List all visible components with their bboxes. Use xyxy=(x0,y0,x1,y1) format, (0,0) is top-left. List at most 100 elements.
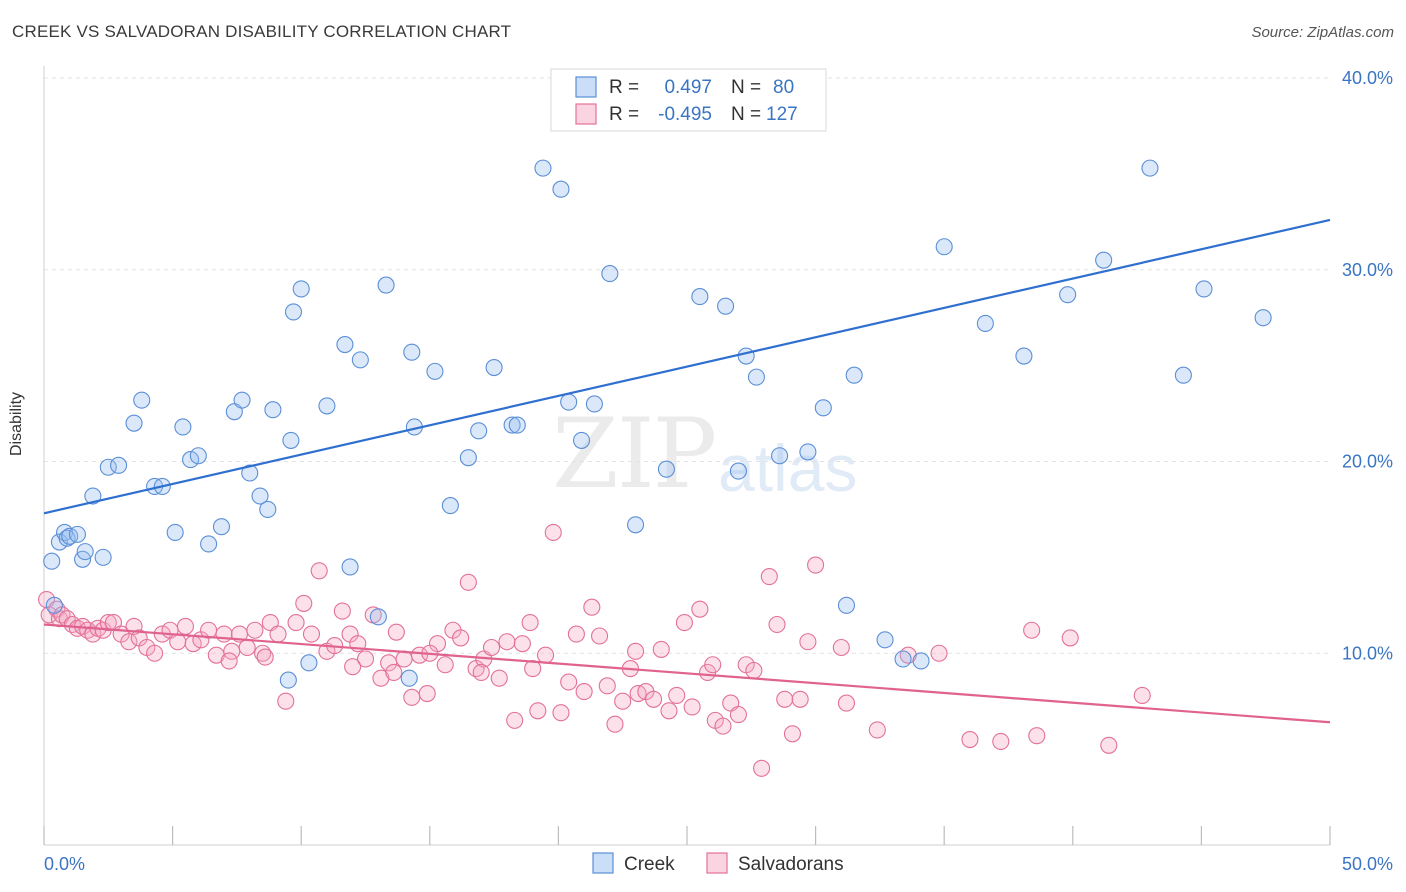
creek-point-59 xyxy=(799,443,817,461)
salvadoran-point-38 xyxy=(287,614,305,632)
salvadoran-point-114 xyxy=(1061,629,1079,647)
creek-point-30 xyxy=(284,303,303,321)
salvadoran-r-value: -0.495 xyxy=(658,104,712,125)
creek-point-34 xyxy=(351,351,369,369)
creek-point-57 xyxy=(747,368,765,386)
creek-point-52 xyxy=(657,460,675,478)
salvadoran-point-59 xyxy=(452,629,470,647)
creek-r-label: R = xyxy=(609,77,639,98)
creek-point-53 xyxy=(691,288,709,306)
creek-point-13 xyxy=(133,391,151,409)
trend-lines xyxy=(43,218,1331,724)
salvadoran-trend-line xyxy=(43,623,1331,724)
salvadoran-point-74 xyxy=(567,625,585,643)
salvadoran-point-41 xyxy=(310,562,328,580)
salvadoran-point-117 xyxy=(220,652,238,670)
salvadoran-point-90 xyxy=(691,600,709,618)
source-label: Source: ZipAtlas.com xyxy=(1251,24,1394,41)
creek-point-61 xyxy=(837,596,856,614)
creek-point-51 xyxy=(627,516,645,534)
creek-point-64 xyxy=(894,650,912,668)
creek-point-22 xyxy=(212,518,231,536)
salvadoran-point-116 xyxy=(1133,686,1151,704)
creek-point-20 xyxy=(189,447,207,465)
creek-point-6 xyxy=(68,525,86,543)
salvadoran-point-125 xyxy=(832,638,850,657)
tick-labels: 10.0% 20.0% 30.0% 40.0% 0.0% 50.0% xyxy=(44,68,1393,874)
salvadoran-point-68 xyxy=(521,614,539,632)
legend-creek-swatch xyxy=(592,852,614,874)
creek-point-65 xyxy=(912,652,930,670)
salvadoran-point-54 xyxy=(410,646,429,664)
salvadoran-point-111 xyxy=(992,732,1010,751)
watermark-atlas: atlas xyxy=(718,431,858,505)
salvadoran-point-110 xyxy=(961,730,979,749)
salvadoran-point-98 xyxy=(753,759,771,777)
creek-point-74 xyxy=(1254,309,1272,327)
creek-point-78 xyxy=(369,608,387,626)
salvadoran-point-89 xyxy=(683,698,701,716)
creek-point-10 xyxy=(94,548,112,566)
y-tick-label-1: 20.0% xyxy=(1342,452,1393,472)
salvadoran-point-86 xyxy=(660,702,678,720)
creek-point-14 xyxy=(125,414,143,432)
legend-salvadoran-swatch xyxy=(706,852,728,874)
salvadoran-point-97 xyxy=(745,661,763,680)
salvadoran-point-107 xyxy=(868,721,886,739)
salvadoran-point-115 xyxy=(1100,736,1118,754)
salvadoran-point-99 xyxy=(760,567,778,586)
salvadoran-point-40 xyxy=(302,625,321,643)
creek-point-76 xyxy=(300,654,318,672)
creek-point-46 xyxy=(552,180,570,198)
salvadoran-point-88 xyxy=(675,614,693,632)
salvadoran-point-123 xyxy=(627,642,645,660)
salvadoran-point-63 xyxy=(482,638,501,657)
salvadoran-point-87 xyxy=(668,686,686,704)
creek-point-8 xyxy=(76,543,94,561)
creek-point-73 xyxy=(1195,280,1213,298)
salvadoran-point-103 xyxy=(791,690,809,708)
creek-r-value: 0.497 xyxy=(664,77,712,98)
salvadoran-point-101 xyxy=(776,690,794,708)
salvadoran-point-13 xyxy=(99,614,117,632)
salvadoran-point-24 xyxy=(176,617,195,635)
creek-point-54 xyxy=(717,297,735,315)
creek-point-71 xyxy=(1141,159,1159,177)
creek-n-value: 80 xyxy=(773,77,794,98)
creek-point-0 xyxy=(45,596,63,614)
creek-point-38 xyxy=(426,362,444,380)
y-tick-label-0: 10.0% xyxy=(1342,643,1393,663)
salvadoran-point-84 xyxy=(645,690,663,708)
y-tick-label-2: 30.0% xyxy=(1342,260,1393,280)
salvadoran-point-77 xyxy=(591,627,609,645)
creek-point-11 xyxy=(99,458,117,476)
creek-point-67 xyxy=(976,314,994,332)
salvadoran-point-109 xyxy=(930,644,948,662)
creek-point-68 xyxy=(1015,347,1033,365)
salvadoran-point-16 xyxy=(120,633,138,651)
salvadoran-point-112 xyxy=(1023,621,1041,639)
salvadoran-point-55 xyxy=(418,684,436,703)
salvadoran-point-104 xyxy=(799,633,817,651)
salvadoran-point-119 xyxy=(344,658,362,676)
salvadoran-point-100 xyxy=(768,615,786,634)
salvadoran-point-36 xyxy=(269,625,287,643)
salvadoran-point-53 xyxy=(403,688,421,706)
salvadoran-point-75 xyxy=(575,683,593,701)
salvadoran-point-80 xyxy=(614,692,632,710)
salvadoran-point-78 xyxy=(598,677,616,695)
creek-point-4 xyxy=(58,529,76,547)
creek-point-45 xyxy=(534,159,552,177)
creek-point-39 xyxy=(441,497,459,515)
salvadoran-point-79 xyxy=(606,715,624,733)
salvadoran-point-102 xyxy=(783,725,802,743)
salvadoran-point-37 xyxy=(277,692,295,710)
creek-point-44 xyxy=(508,416,526,434)
salvadoran-point-73 xyxy=(560,673,578,691)
legend-creek-label: Creek xyxy=(624,854,675,875)
creek-trend-line xyxy=(43,218,1331,515)
creek-point-72 xyxy=(1174,366,1192,384)
creek-point-24 xyxy=(233,391,251,409)
creek-point-77 xyxy=(341,558,359,576)
